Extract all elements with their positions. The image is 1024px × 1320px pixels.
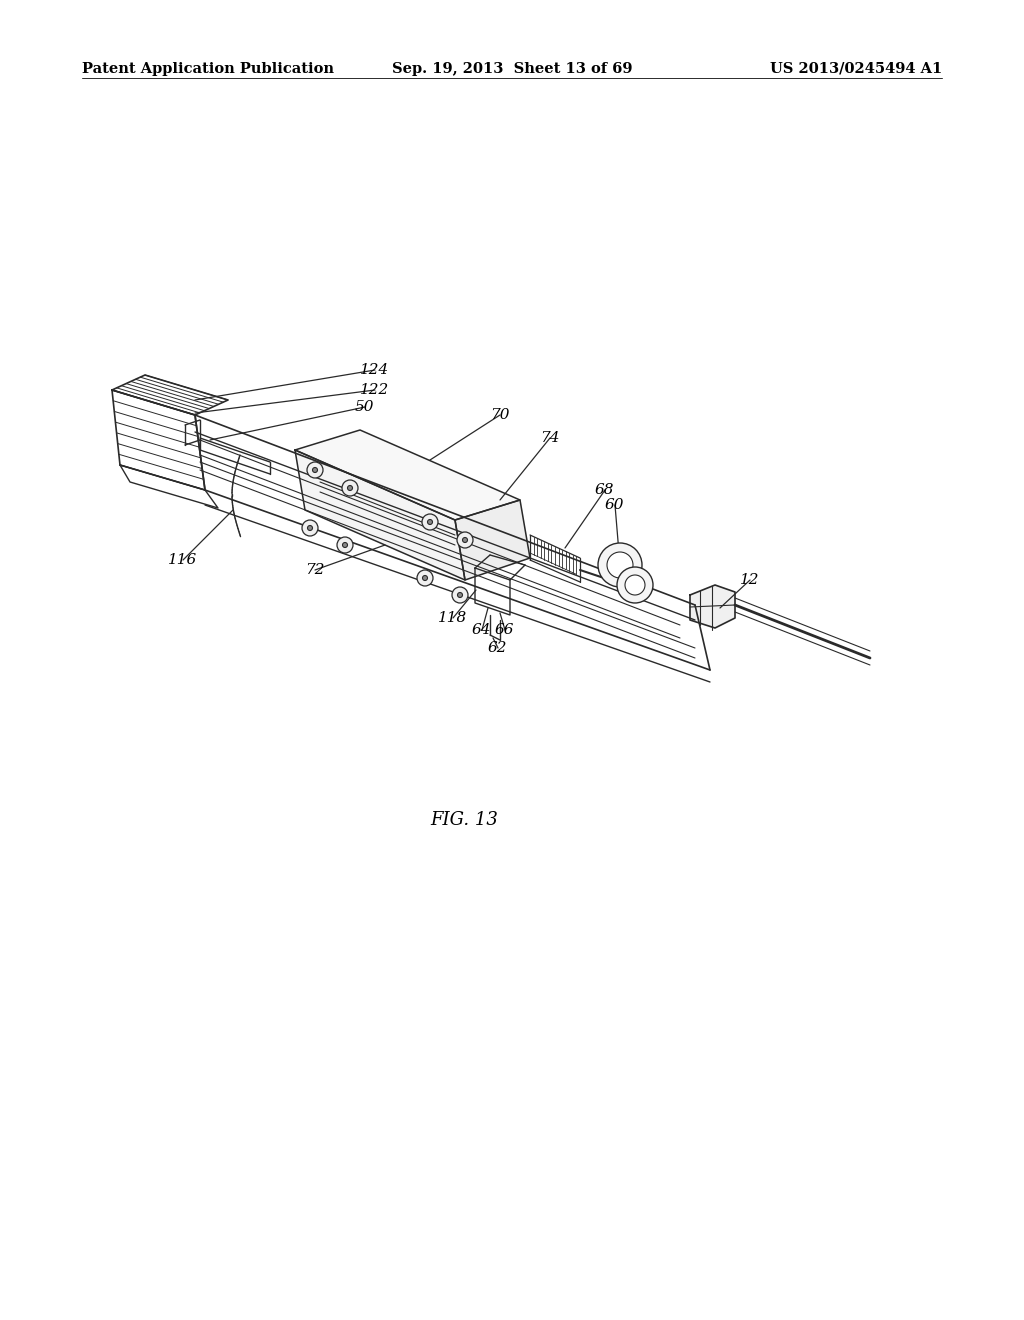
Polygon shape — [295, 450, 465, 579]
Circle shape — [427, 520, 432, 524]
Circle shape — [452, 587, 468, 603]
Polygon shape — [690, 585, 735, 628]
Text: FIG. 13: FIG. 13 — [430, 810, 498, 829]
Circle shape — [342, 480, 358, 496]
Text: US 2013/0245494 A1: US 2013/0245494 A1 — [770, 62, 942, 77]
Circle shape — [342, 543, 347, 548]
Text: Sep. 19, 2013  Sheet 13 of 69: Sep. 19, 2013 Sheet 13 of 69 — [392, 62, 632, 77]
Text: 124: 124 — [360, 363, 389, 378]
Circle shape — [422, 513, 438, 531]
Circle shape — [312, 467, 317, 473]
Circle shape — [307, 462, 323, 478]
Text: 118: 118 — [438, 611, 467, 624]
Text: 12: 12 — [740, 573, 760, 587]
Circle shape — [617, 568, 653, 603]
Text: 116: 116 — [168, 553, 198, 568]
Text: 122: 122 — [360, 383, 389, 397]
Circle shape — [307, 525, 312, 531]
Text: Patent Application Publication: Patent Application Publication — [82, 62, 334, 77]
Circle shape — [417, 570, 433, 586]
Text: 70: 70 — [490, 408, 510, 422]
Polygon shape — [295, 430, 520, 520]
Circle shape — [598, 543, 642, 587]
Text: 64: 64 — [472, 623, 492, 638]
Text: 50: 50 — [355, 400, 375, 414]
Circle shape — [423, 576, 427, 581]
Circle shape — [463, 537, 468, 543]
Polygon shape — [455, 500, 530, 579]
Text: 60: 60 — [605, 498, 625, 512]
Circle shape — [347, 486, 352, 491]
Circle shape — [337, 537, 353, 553]
Text: 62: 62 — [488, 642, 508, 655]
Text: 68: 68 — [595, 483, 614, 498]
Circle shape — [625, 576, 645, 595]
Circle shape — [458, 593, 463, 598]
Circle shape — [607, 552, 633, 578]
Text: 72: 72 — [305, 564, 325, 577]
Text: 74: 74 — [540, 432, 559, 445]
Text: 66: 66 — [495, 623, 514, 638]
Circle shape — [302, 520, 318, 536]
Circle shape — [457, 532, 473, 548]
